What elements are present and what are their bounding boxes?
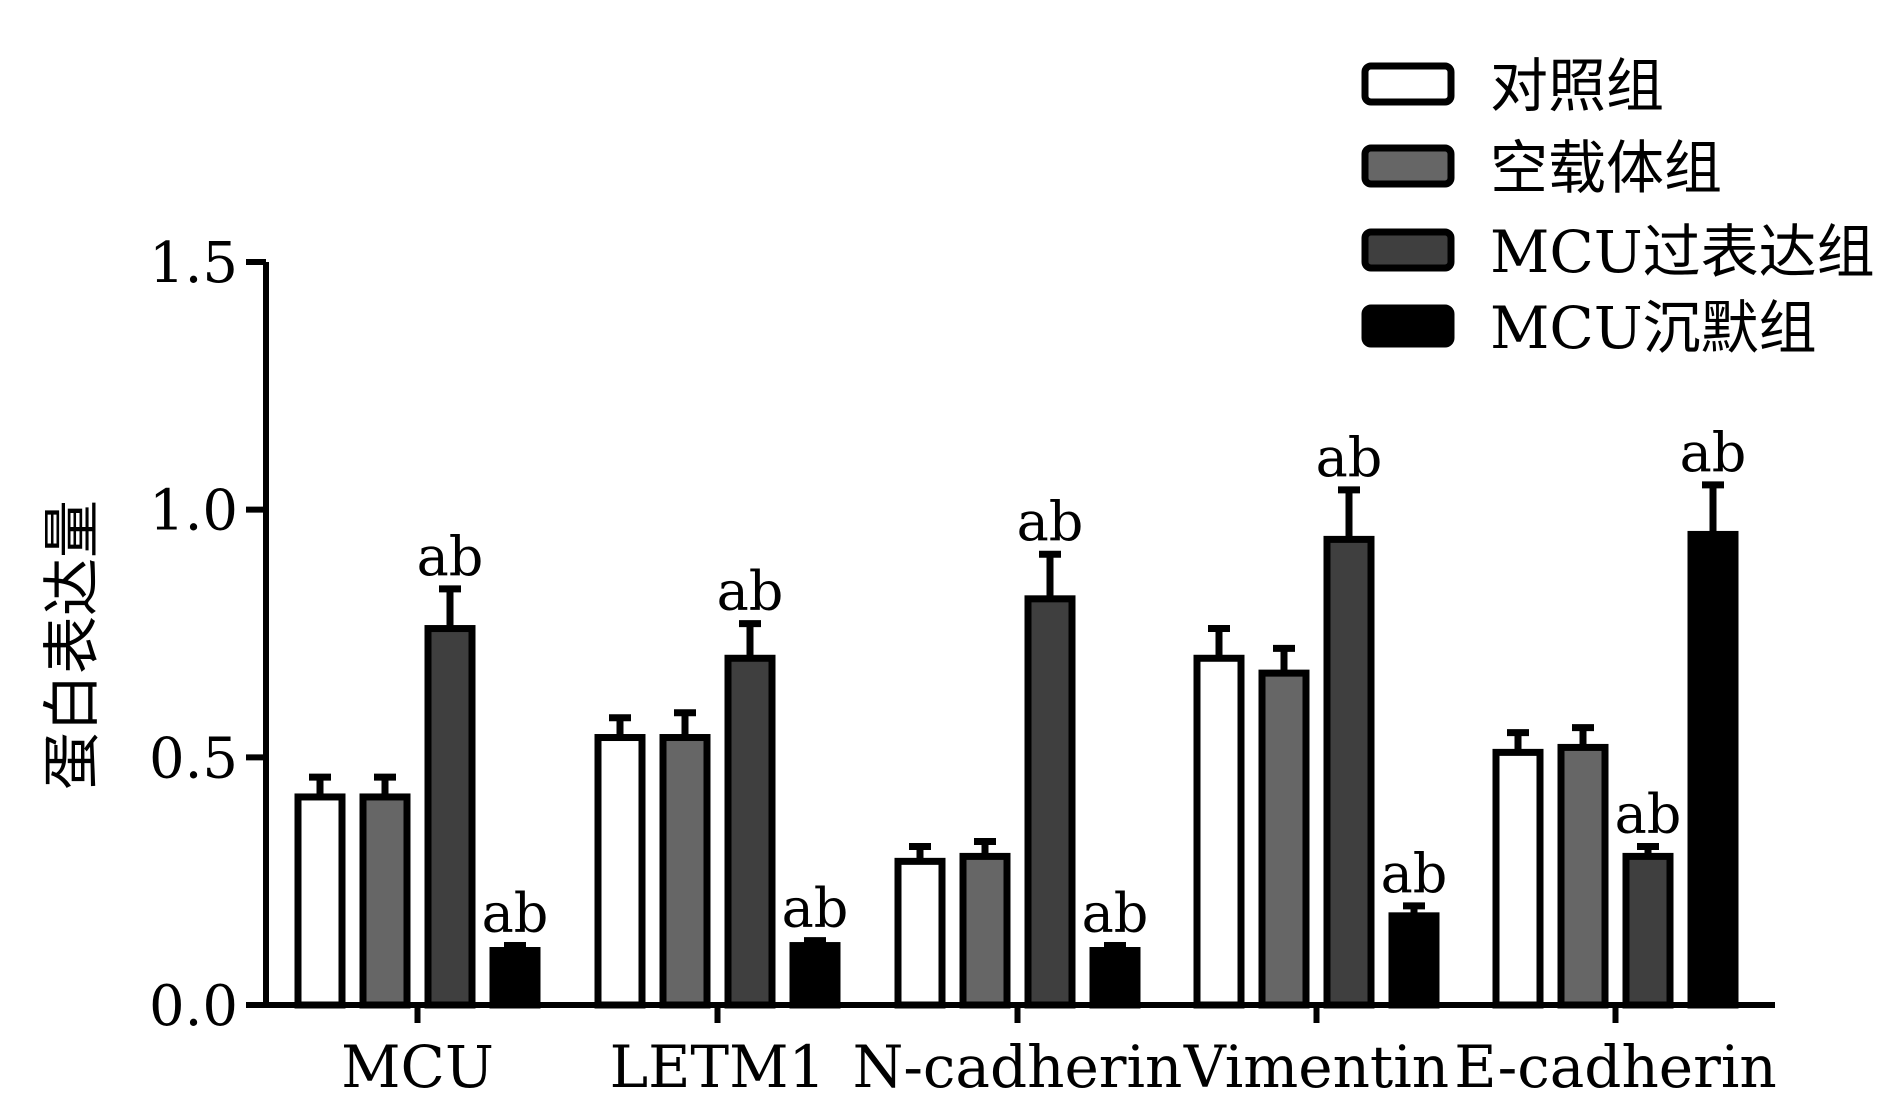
bar <box>1687 530 1739 1009</box>
data-label: ab <box>1680 421 1747 484</box>
bar <box>1323 535 1375 1009</box>
data-label: ab <box>1381 842 1448 905</box>
x-tick-label: MCU <box>341 1033 494 1101</box>
bar <box>1193 654 1245 1009</box>
bar <box>1388 912 1440 1009</box>
legend-swatch <box>1361 144 1455 188</box>
data-label: ab <box>782 877 849 940</box>
bar <box>489 947 541 1009</box>
legend-swatch <box>1361 228 1455 272</box>
bar <box>1557 743 1609 1009</box>
bar <box>359 793 411 1009</box>
chart-labels: ab ab ab ab ab ab ab ab ab ab <box>417 421 1747 945</box>
bar <box>724 654 776 1009</box>
x-tick-label: Vimentin <box>1183 1033 1449 1101</box>
data-label: ab <box>417 525 484 588</box>
bar <box>789 942 841 1009</box>
chart-bars <box>294 481 1739 1009</box>
bar <box>1622 852 1674 1009</box>
bar <box>1089 947 1141 1009</box>
y-tick-label: 0.0 <box>149 974 238 1039</box>
data-label: ab <box>482 882 549 945</box>
data-label: ab <box>717 560 784 623</box>
data-label: ab <box>1017 490 1084 553</box>
bar <box>894 857 946 1009</box>
y-axis-label: 蛋白表达量 <box>38 500 106 790</box>
bar <box>959 852 1011 1009</box>
y-tick-label: 1.0 <box>149 479 238 544</box>
legend-label: MCU沉默组 <box>1490 294 1817 362</box>
bar <box>294 793 346 1009</box>
x-tick-label: LETM1 <box>610 1033 826 1101</box>
legend-label: 对照组 <box>1490 52 1664 120</box>
data-label: ab <box>1082 882 1149 945</box>
y-tick-label: 0.5 <box>149 726 238 791</box>
legend-swatch <box>1361 62 1455 106</box>
x-tick-label: N-cadherin <box>853 1033 1183 1101</box>
data-label: ab <box>1316 426 1383 489</box>
legend-label: 空载体组 <box>1490 134 1722 202</box>
chart-axes: 0.0 0.5 1.0 1.5 MCU LETM1 N-cadherin Vimentin E-… <box>149 231 1777 1101</box>
legend-swatch <box>1361 304 1455 348</box>
bar <box>659 734 711 1009</box>
bar <box>1258 669 1310 1009</box>
x-tick-label: E-cadherin <box>1454 1033 1777 1101</box>
bar <box>594 734 646 1009</box>
legend-label: MCU过表达组 <box>1490 218 1875 286</box>
bar <box>1024 595 1076 1009</box>
y-tick-label: 1.5 <box>149 231 238 296</box>
bar <box>1492 748 1544 1009</box>
bar <box>424 625 476 1009</box>
data-label: ab <box>1615 782 1682 845</box>
